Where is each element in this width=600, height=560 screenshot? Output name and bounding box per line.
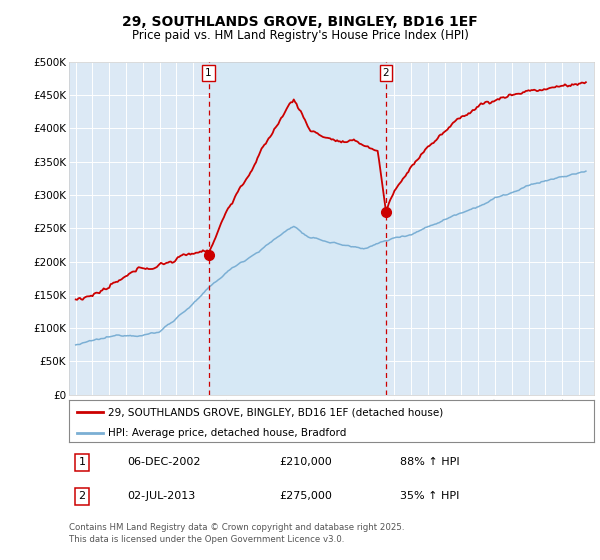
- Text: 02-JUL-2013: 02-JUL-2013: [127, 491, 195, 501]
- Text: Price paid vs. HM Land Registry's House Price Index (HPI): Price paid vs. HM Land Registry's House …: [131, 29, 469, 42]
- Text: Contains HM Land Registry data © Crown copyright and database right 2025.
This d: Contains HM Land Registry data © Crown c…: [69, 522, 404, 544]
- Text: 29, SOUTHLANDS GROVE, BINGLEY, BD16 1EF: 29, SOUTHLANDS GROVE, BINGLEY, BD16 1EF: [122, 15, 478, 29]
- Bar: [209, 62, 386, 395]
- Text: £275,000: £275,000: [279, 491, 332, 501]
- Text: 2: 2: [383, 68, 389, 78]
- Text: 1: 1: [205, 68, 212, 78]
- Text: 35% ↑ HPI: 35% ↑ HPI: [400, 491, 459, 501]
- Text: 29, SOUTHLANDS GROVE, BINGLEY, BD16 1EF (detached house): 29, SOUTHLANDS GROVE, BINGLEY, BD16 1EF …: [109, 407, 443, 417]
- Text: £210,000: £210,000: [279, 457, 332, 467]
- Text: 1: 1: [79, 457, 86, 467]
- Text: HPI: Average price, detached house, Bradford: HPI: Average price, detached house, Brad…: [109, 428, 347, 438]
- Text: 06-DEC-2002: 06-DEC-2002: [127, 457, 200, 467]
- Text: 2: 2: [79, 491, 86, 501]
- Text: 88% ↑ HPI: 88% ↑ HPI: [400, 457, 460, 467]
